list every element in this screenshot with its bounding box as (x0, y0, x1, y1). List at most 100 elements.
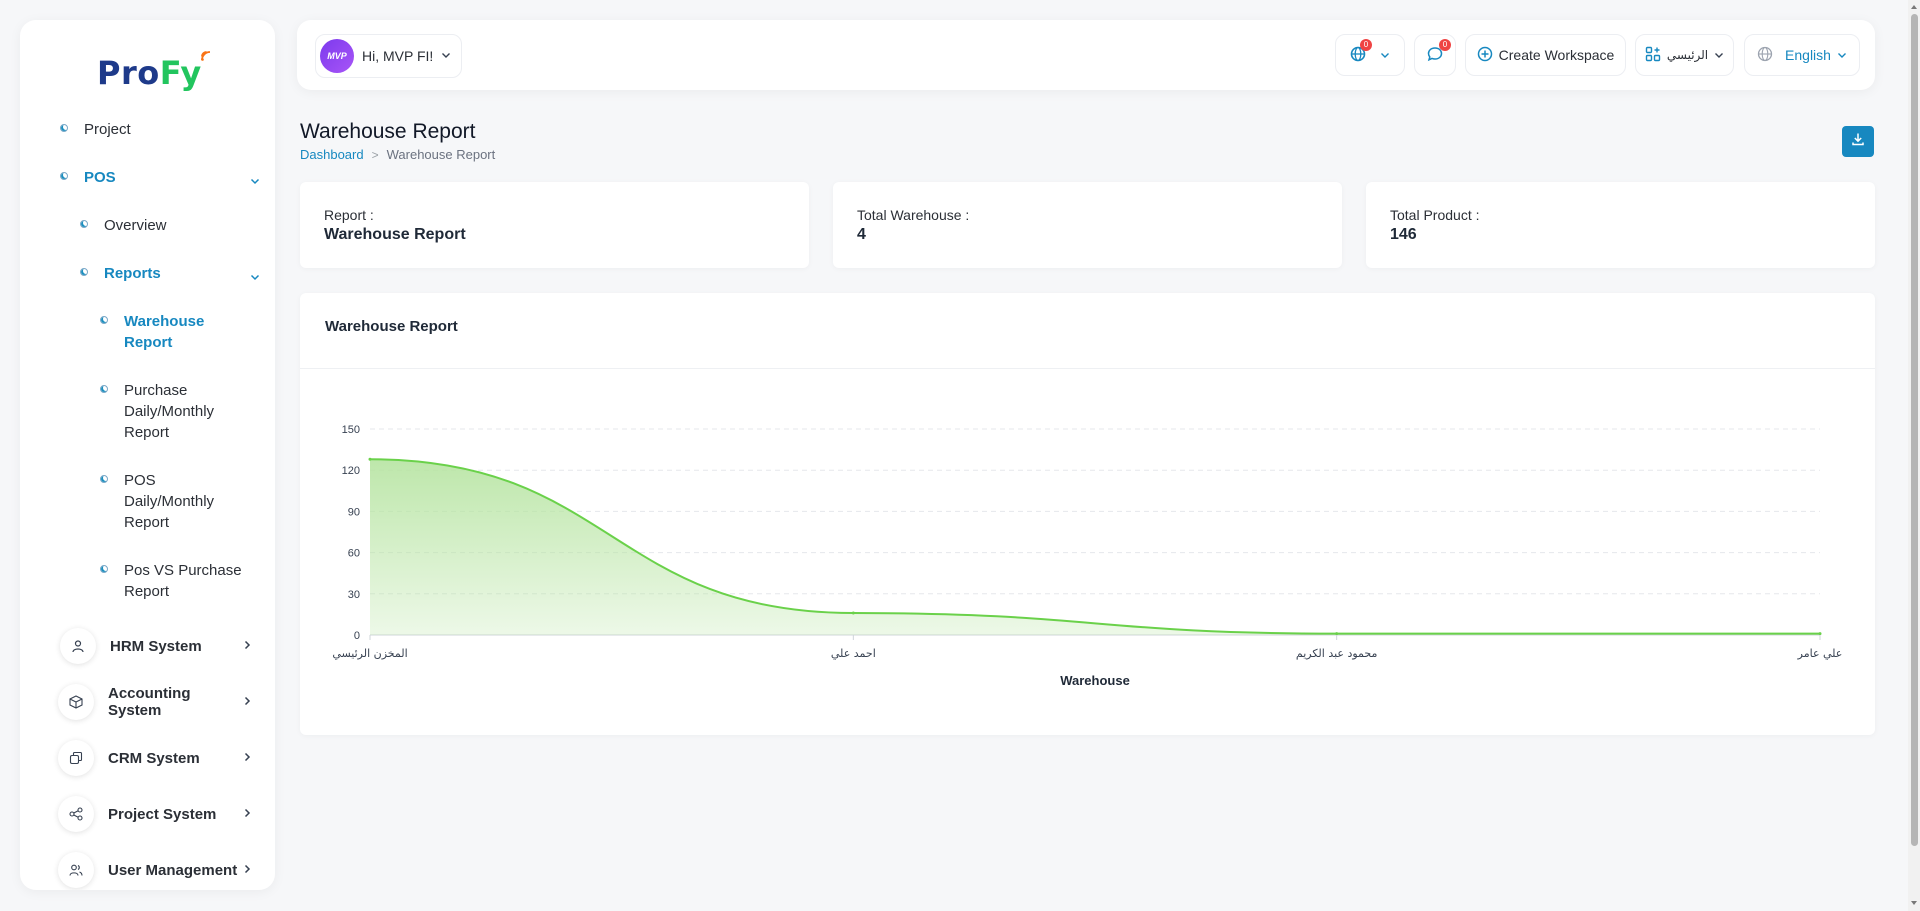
apps-icon (1645, 46, 1661, 65)
download-icon (1851, 132, 1865, 151)
sidebar-item-label: CRM System (108, 749, 200, 767)
chevron-right-icon (242, 749, 252, 767)
sidebar-item-label: POS (84, 169, 116, 186)
breadcrumb-dashboard-link[interactable]: Dashboard (300, 147, 364, 162)
scroll-up-arrow-icon[interactable] (1910, 3, 1918, 11)
y-tick-label: 120 (342, 465, 360, 477)
sidebar-item-label: Pos VS Purchase Report (124, 562, 242, 600)
user-greeting: Hi, MVP FI! (362, 48, 434, 64)
page-title: Warehouse Report (300, 120, 476, 143)
top-header: MVP Hi, MVP FI! 0 0 Create Workspace الر… (297, 20, 1875, 90)
logo-text-fy: Fy (159, 54, 202, 92)
sidebar-item-pos-vs-purchase[interactable]: Pos VS Purchase Report (100, 560, 260, 602)
messages-button[interactable]: 0 (1414, 34, 1456, 76)
y-tick-label: 30 (348, 589, 360, 601)
chevron-right-icon (242, 805, 252, 823)
stat-card-report: Report : Warehouse Report (300, 182, 809, 268)
bullet-icon (80, 268, 88, 276)
sidebar-item-accounting-system[interactable]: Accounting System (40, 682, 260, 722)
bullet-icon (100, 385, 108, 393)
download-button[interactable] (1842, 126, 1874, 157)
sidebar-item-label: POS Daily/Monthly Report (124, 472, 215, 531)
notification-badge: 0 (1360, 39, 1372, 51)
x-tick-label: احمد علي (831, 647, 876, 660)
sidebar-item-user-management[interactable]: User Management (40, 850, 260, 890)
stat-value: 146 (1390, 226, 1417, 243)
user-menu-button[interactable]: MVP Hi, MVP FI! (315, 34, 463, 78)
divider (300, 368, 1875, 369)
chevron-down-icon (1380, 47, 1390, 63)
sidebar-item-crm-system[interactable]: CRM System (40, 738, 260, 778)
sidebar-item-label: User Management (108, 861, 238, 879)
stat-label: Total Product : (1390, 207, 1480, 223)
stat-value: Warehouse Report (324, 226, 466, 243)
page-scrollbar[interactable] (1908, 0, 1920, 911)
chevron-right-icon (242, 693, 252, 711)
signal-icon (200, 51, 210, 61)
plus-circle-icon (1477, 46, 1493, 65)
language-selector[interactable]: English (1744, 34, 1860, 76)
sidebar-item-pos[interactable]: POS (60, 167, 265, 188)
breadcrumb-separator: > (371, 147, 379, 162)
warehouse-chart-card: Warehouse Report 0 30 60 90 120 150 المخزن الر… (300, 293, 1875, 735)
create-workspace-button[interactable]: Create Workspace (1465, 34, 1626, 76)
sidebar-item-label: Purchase Daily/Monthly Report (124, 382, 215, 441)
sidebar-item-pos-report[interactable]: POS Daily/Monthly Report (100, 470, 260, 533)
sidebar-item-purchase-report[interactable]: Purchase Daily/Monthly Report (100, 380, 260, 443)
bullet-icon (60, 124, 68, 132)
area-fill (370, 459, 1820, 635)
profy-logo[interactable]: ProFy (97, 51, 210, 92)
bullet-icon (100, 475, 108, 483)
sidebar-item-warehouse-report[interactable]: Warehouse Report (100, 311, 240, 353)
globe-menu-button[interactable]: 0 (1335, 34, 1405, 76)
user-icon (60, 628, 96, 664)
chevron-down-icon (1837, 47, 1847, 63)
avatar: MVP (320, 39, 354, 73)
sidebar-item-label: Project (84, 121, 131, 138)
data-point (1335, 632, 1339, 636)
box-icon (58, 684, 94, 720)
y-tick-label: 60 (348, 548, 360, 560)
sidebar-item-hrm-system[interactable]: HRM System (40, 626, 260, 666)
chevron-right-icon (242, 637, 252, 655)
x-tick-label: محمود عبد الكريم (1296, 647, 1378, 660)
scroll-down-arrow-icon[interactable] (1910, 899, 1918, 907)
chat-icon (1427, 46, 1443, 65)
sidebar-item-label: HRM System (110, 637, 202, 655)
y-tick-label: 0 (354, 630, 360, 642)
chevron-down-icon (1714, 47, 1724, 63)
scroll-thumb[interactable] (1911, 14, 1918, 846)
workspace-switcher[interactable]: الرئيسي (1635, 34, 1734, 76)
sidebar-item-label: Accounting System (108, 685, 191, 719)
sidebar-item-overview[interactable]: Overview (80, 215, 167, 236)
chart-title: Warehouse Report (325, 318, 458, 335)
data-point (851, 611, 855, 615)
area-line (369, 458, 1820, 635)
bullet-icon (60, 172, 68, 180)
breadcrumb: Dashboard > Warehouse Report (300, 147, 495, 162)
breadcrumb-current: Warehouse Report (386, 147, 496, 162)
sidebar-item-label: Reports (104, 265, 161, 282)
copy-icon (58, 740, 94, 776)
bullet-icon (80, 220, 88, 228)
sidebar-item-label: Overview (104, 217, 167, 234)
sidebar-item-project[interactable]: Project (60, 119, 131, 140)
notification-badge: 0 (1439, 39, 1451, 51)
chevron-down-icon (250, 269, 260, 281)
sidebar: ProFy Project POS Overview Reports Wareh… (20, 20, 275, 890)
x-axis-title: Warehouse (1060, 673, 1130, 688)
bullet-icon (100, 316, 108, 324)
x-tick-label: علي عامر (1797, 647, 1843, 660)
sidebar-item-reports[interactable]: Reports (80, 263, 265, 284)
sidebar-item-label: Warehouse Report (124, 313, 205, 351)
y-tick-label: 90 (348, 506, 360, 518)
chevron-down-icon (250, 173, 260, 185)
stat-card-total-product: Total Product : 146 (1366, 182, 1875, 268)
users-icon (58, 852, 94, 888)
chevron-down-icon (441, 47, 451, 65)
sidebar-item-project-system[interactable]: Project System (40, 794, 260, 834)
y-tick-label: 150 (342, 424, 360, 436)
chevron-right-icon (242, 861, 252, 879)
logo-text-pro: Pro (97, 54, 160, 92)
share-icon (58, 796, 94, 832)
